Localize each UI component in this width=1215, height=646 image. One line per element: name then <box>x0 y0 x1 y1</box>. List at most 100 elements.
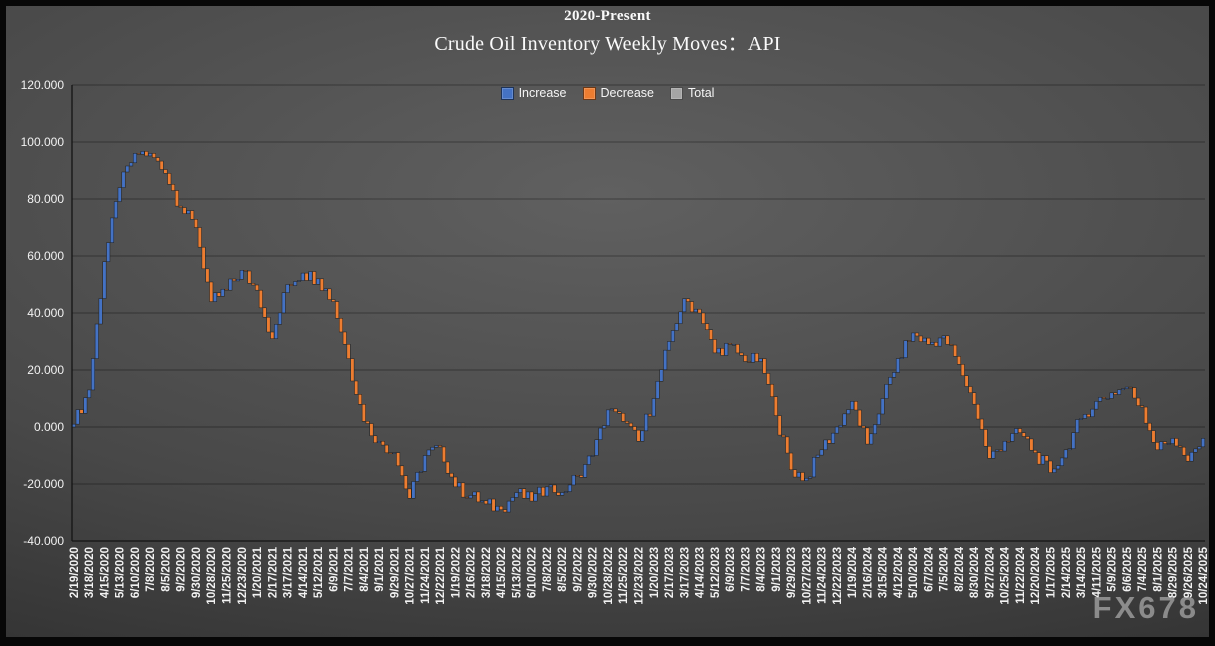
svg-text:9/26/2025: 9/26/2025 <box>1183 546 1195 598</box>
chart-title-line1: 2020-Present <box>564 8 651 24</box>
svg-text:4/11/2025: 4/11/2025 <box>1091 546 1103 597</box>
svg-text:12/20/2024: 12/20/2024 <box>1030 546 1042 604</box>
svg-text:3/15/2024: 3/15/2024 <box>878 546 890 598</box>
svg-text:12/23/2022: 12/23/2022 <box>634 547 646 605</box>
svg-text:7/7/2021: 7/7/2021 <box>344 546 356 591</box>
chart-background <box>6 6 1209 637</box>
svg-text:10/27/2023: 10/27/2023 <box>801 547 813 605</box>
legend-item-increase: Increase <box>500 86 567 100</box>
svg-text:7/4/2025: 7/4/2025 <box>1137 546 1149 591</box>
svg-text:9/27/2024: 9/27/2024 <box>985 546 997 598</box>
increase-swatch-icon <box>500 86 514 100</box>
svg-text:9/1/2021: 9/1/2021 <box>374 546 386 591</box>
legend-label-total: Total <box>688 86 715 100</box>
svg-text:2/14/2025: 2/14/2025 <box>1061 546 1073 598</box>
legend-item-total: Total <box>670 86 714 100</box>
svg-text:8/30/2024: 8/30/2024 <box>969 546 981 598</box>
waterfall-bars <box>71 151 1206 513</box>
y-axis-labels: 120.000 100.000 80.000 60.000 40.000 20.000 0.… <box>21 78 65 548</box>
svg-text:3/18/2022: 3/18/2022 <box>481 547 493 598</box>
svg-text:4/14/2021: 4/14/2021 <box>298 546 310 598</box>
x-axis-labels: 2/19/2020 3/18/2020 4/15/2020 5/13/2020 6/10… <box>69 546 1210 604</box>
watermark: FX678 <box>1092 590 1199 625</box>
svg-text:1/17/2025: 1/17/2025 <box>1046 546 1058 598</box>
svg-text:2/19/2020: 2/19/2020 <box>69 547 81 598</box>
svg-text:4/14/2023: 4/14/2023 <box>695 547 707 598</box>
svg-text:6/10/2020: 6/10/2020 <box>130 547 142 598</box>
svg-text:5/12/2023: 5/12/2023 <box>710 547 722 598</box>
decrease-swatch-icon <box>582 86 596 100</box>
axes <box>71 85 1205 542</box>
chart-title: 2020-Present Crude Oil Inventory Weekly … <box>0 8 1215 56</box>
legend-item-decrease: Decrease <box>582 86 655 100</box>
svg-text:1/20/2023: 1/20/2023 <box>649 547 661 598</box>
svg-text:10/27/2021: 10/27/2021 <box>405 546 417 604</box>
svg-text:6/9/2023: 6/9/2023 <box>725 547 737 592</box>
svg-text:40.000: 40.000 <box>27 306 64 320</box>
svg-text:11/24/2021: 11/24/2021 <box>420 546 432 604</box>
svg-text:6/7/2024: 6/7/2024 <box>923 546 935 591</box>
svg-text:0.000: 0.000 <box>34 420 64 434</box>
svg-text:1/20/2021: 1/20/2021 <box>252 546 264 598</box>
svg-text:6/10/2022: 6/10/2022 <box>527 547 539 598</box>
svg-text:6/6/2025: 6/6/2025 <box>1122 546 1134 591</box>
svg-text:8/5/2020: 8/5/2020 <box>161 547 173 592</box>
svg-text:5/13/2020: 5/13/2020 <box>115 547 127 598</box>
svg-text:120.000: 120.000 <box>21 78 65 92</box>
legend-label-increase: Increase <box>518 86 567 100</box>
svg-text:10/25/2024: 10/25/2024 <box>1000 546 1012 604</box>
svg-text:2/16/2022: 2/16/2022 <box>466 547 478 598</box>
svg-text:20.000: 20.000 <box>27 363 64 377</box>
svg-text:80.000: 80.000 <box>27 192 64 206</box>
svg-text:9/1/2023: 9/1/2023 <box>771 547 783 592</box>
svg-text:11/24/2023: 11/24/2023 <box>817 547 829 604</box>
svg-text:100.000: 100.000 <box>21 135 65 149</box>
svg-text:8/4/2021: 8/4/2021 <box>359 546 371 591</box>
svg-text:11/25/2020: 11/25/2020 <box>222 547 234 604</box>
svg-text:12/22/2023: 12/22/2023 <box>832 547 844 605</box>
svg-text:12/23/2020: 12/23/2020 <box>237 547 249 605</box>
svg-text:11/22/2024: 11/22/2024 <box>1015 546 1027 604</box>
svg-text:2/16/2024: 2/16/2024 <box>862 546 874 598</box>
svg-text:8/4/2023: 8/4/2023 <box>756 547 768 592</box>
svg-text:11/25/2022: 11/25/2022 <box>618 547 630 604</box>
chart-legend: Increase Decrease Total <box>0 86 1215 100</box>
svg-text:2/17/2021: 2/17/2021 <box>267 546 279 598</box>
svg-text:6/9/2021: 6/9/2021 <box>328 546 340 591</box>
svg-text:7/5/2024: 7/5/2024 <box>939 546 951 591</box>
svg-text:10/28/2020: 10/28/2020 <box>206 547 218 605</box>
svg-text:7/8/2020: 7/8/2020 <box>145 547 157 592</box>
svg-text:-40.000: -40.000 <box>23 534 64 548</box>
svg-text:3/14/2025: 3/14/2025 <box>1076 546 1088 598</box>
svg-text:5/12/2021: 5/12/2021 <box>313 546 325 598</box>
svg-text:4/12/2024: 4/12/2024 <box>893 546 905 598</box>
svg-text:9/30/2022: 9/30/2022 <box>588 547 600 598</box>
svg-text:3/18/2020: 3/18/2020 <box>84 547 96 598</box>
legend-label-decrease: Decrease <box>600 86 655 100</box>
svg-text:8/2/2024: 8/2/2024 <box>954 546 966 591</box>
svg-text:3/17/2021: 3/17/2021 <box>283 546 295 598</box>
svg-text:12/22/2021: 12/22/2021 <box>435 546 447 604</box>
svg-text:3/17/2023: 3/17/2023 <box>679 547 691 598</box>
svg-text:8/1/2025: 8/1/2025 <box>1152 546 1164 591</box>
svg-text:60.000: 60.000 <box>27 249 64 263</box>
svg-text:9/29/2021: 9/29/2021 <box>389 546 401 598</box>
svg-text:1/19/2024: 1/19/2024 <box>847 546 859 598</box>
svg-text:5/9/2025: 5/9/2025 <box>1107 546 1119 591</box>
svg-text:4/15/2020: 4/15/2020 <box>99 547 111 598</box>
chart-title-line2: Crude Oil Inventory Weekly Moves：API <box>434 33 781 55</box>
svg-text:8/29/2025: 8/29/2025 <box>1168 546 1180 598</box>
total-swatch-icon <box>670 86 684 100</box>
svg-text:4/15/2022: 4/15/2022 <box>496 547 508 598</box>
svg-text:10/24/2025: 10/24/2025 <box>1198 546 1210 604</box>
svg-text:9/29/2023: 9/29/2023 <box>786 547 798 598</box>
svg-text:5/13/2022: 5/13/2022 <box>511 547 523 598</box>
svg-text:1/19/2022: 1/19/2022 <box>450 547 462 598</box>
svg-text:5/10/2024: 5/10/2024 <box>908 546 920 598</box>
svg-text:9/2/2022: 9/2/2022 <box>573 547 585 592</box>
svg-text:9/2/2020: 9/2/2020 <box>176 547 188 592</box>
svg-text:7/8/2022: 7/8/2022 <box>542 547 554 592</box>
